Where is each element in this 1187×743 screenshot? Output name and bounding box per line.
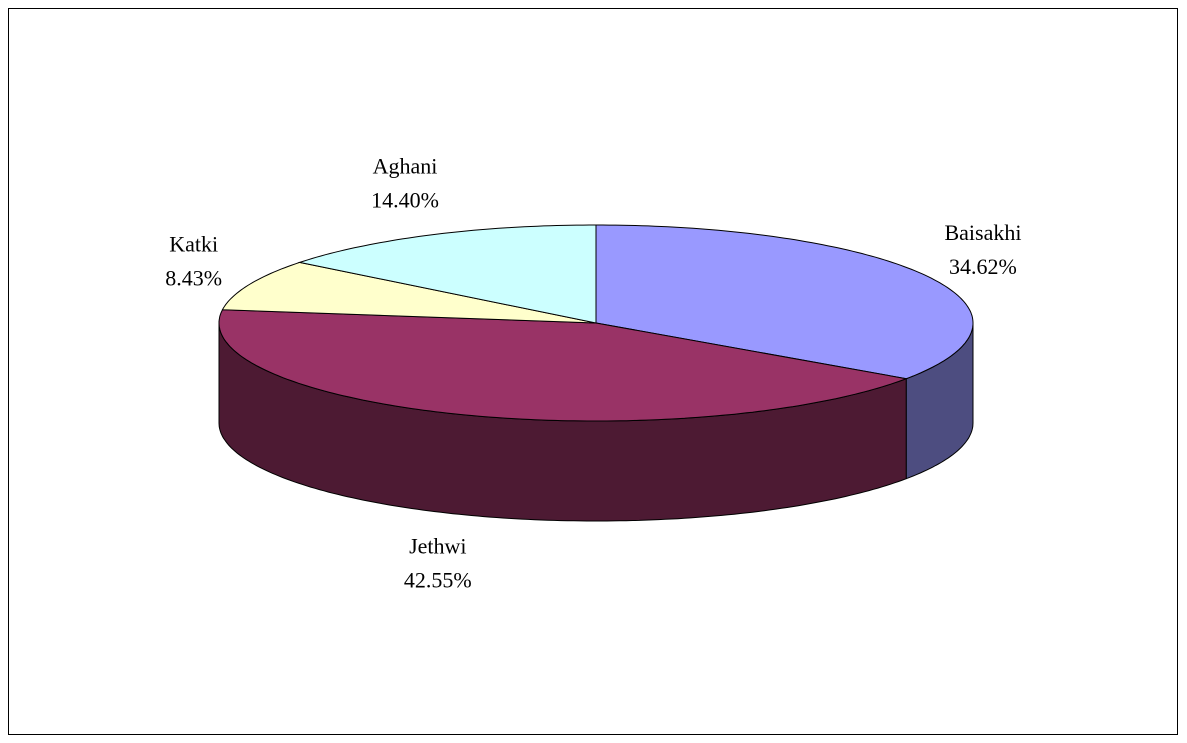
slice-top bbox=[221, 261, 597, 324]
pie-slice bbox=[221, 261, 597, 324]
slice-top bbox=[218, 309, 909, 422]
slice-top bbox=[297, 224, 597, 324]
slice-value-label: 42.55% bbox=[404, 568, 472, 593]
slice-value-label: 34.62% bbox=[949, 254, 1017, 279]
slice-label: Baisakhi bbox=[944, 220, 1021, 245]
slice-label: Aghani bbox=[373, 153, 438, 178]
pie-slice bbox=[297, 224, 597, 324]
slice-top bbox=[595, 224, 974, 380]
pie-slice bbox=[218, 309, 909, 522]
slice-value-label: 8.43% bbox=[165, 265, 222, 290]
slice-value-label: 14.40% bbox=[371, 187, 439, 212]
slice-label: Katki bbox=[169, 231, 218, 256]
slice-label: Jethwi bbox=[409, 534, 466, 559]
pie-slice bbox=[595, 224, 974, 480]
